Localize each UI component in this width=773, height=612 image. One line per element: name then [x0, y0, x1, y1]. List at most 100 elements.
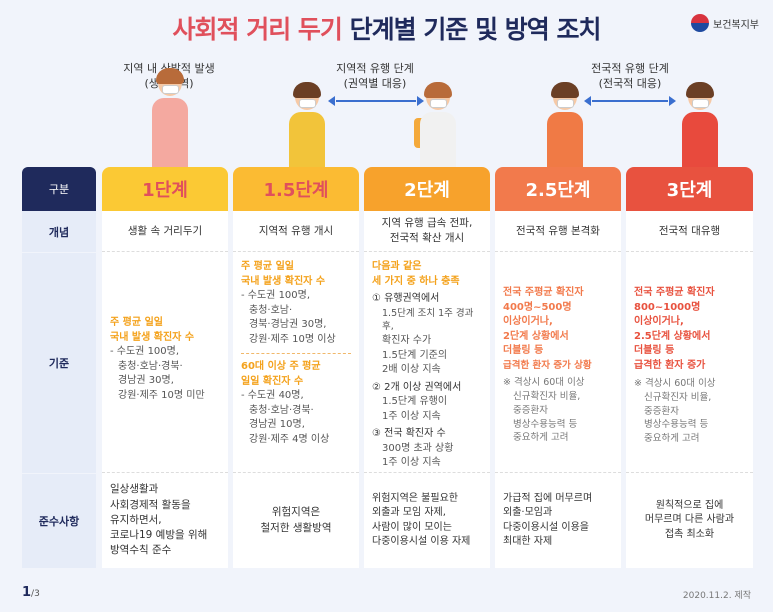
page-title: 사회적 거리 두기 단계별 기준 및 방역 조치 — [0, 10, 773, 46]
crit-line: 1.5단계 유행이 — [382, 396, 448, 408]
crit-note: 중증환자 — [513, 404, 548, 416]
title-part2: 단계별 기준 및 방역 조치 — [349, 15, 602, 44]
crit-line: 급격한 환자 증가 — [634, 359, 706, 371]
stage-rules-1-5: 위험지역은 철저한 생활방역 — [233, 473, 359, 568]
crit-line: 1주 이상 지속 — [382, 457, 441, 469]
crit-line: 60대 이상 주 평균 — [241, 361, 321, 372]
ministry-name: 보건복지부 — [713, 19, 759, 31]
stage-header-2-5: 2.5단계 — [495, 167, 621, 211]
stage-header-1-5: 1.5단계 — [233, 167, 359, 211]
rules-line: 가급적 집에 머무르며 — [503, 492, 593, 504]
label-regional-line1: 지역적 유행 단계 — [336, 62, 414, 75]
crit-line: - 수도권 100명, — [110, 346, 180, 357]
label-national: 전국적 유행 단계 (전국적 대응) — [565, 62, 695, 92]
rules-line: 철저한 생활방역 — [260, 521, 332, 534]
stage-column-2-5: 2.5단계 전국적 유행 본격화 전국 주평균 확진자 400명~500명 이상… — [495, 167, 621, 568]
stage-criteria-2-5: 전국 주평균 확진자 400명~500명 이상이거나, 2단계 상황에서 더블링… — [495, 252, 621, 473]
crit-line: 강원·제주 10명 미만 — [118, 389, 205, 401]
label-regional: 지역적 유행 단계 (권역별 대응) — [310, 62, 440, 92]
crit-line: 일일 확진자 수 — [241, 375, 304, 387]
rules-line: 다중이용시설 이용 자제 — [372, 536, 471, 547]
stage-table: 구분 개념 기준 준수사항 1단계 생활 속 거리두기 주 평균 일일 국내 발… — [22, 167, 753, 568]
crit-line: 국내 발생 확진자 수 — [110, 331, 195, 343]
stage-rules-1: 일상생활과 사회경제적 활동을 유지하면서, 코로나19 예방을 위해 방역수칙… — [102, 473, 228, 568]
crit-line: 이상이거나, — [503, 316, 553, 327]
stage-criteria-1-5: 주 평균 일일 국내 발생 확진자 수 - 수도권 100명, 충청·호남· 경… — [233, 252, 359, 473]
crit-line: 다음과 같은 — [372, 261, 422, 272]
stage-column-1: 1단계 생활 속 거리두기 주 평균 일일 국내 발생 확진자 수 - 수도권 … — [102, 167, 228, 568]
rules-line: 사람이 많이 모이는 — [372, 521, 452, 533]
crit-line: 충청·호남· — [249, 304, 293, 316]
stage-column-1-5: 1.5단계 지역적 유행 개시 주 평균 일일 국내 발생 확진자 수 - 수도… — [233, 167, 359, 568]
row-head-header: 구분 — [22, 167, 96, 211]
crit-line: - 수도권 100명, — [241, 290, 311, 301]
stage-concept-1-5: 지역적 유행 개시 — [233, 211, 359, 252]
stage-rules-2: 위험지역은 불필요한 외출과 모임 자제, 사람이 많이 모이는 다중이용시설 … — [364, 473, 490, 568]
crit-note: 신규확진자 비율, — [644, 391, 712, 403]
crit-line: 경남권 30명, — [118, 375, 174, 386]
concept-line: 지역 유행 급속 전파, — [381, 217, 473, 230]
crit-line: 경북·경남권 30명, — [249, 319, 327, 330]
crit-note: 신규확진자 비율, — [513, 391, 581, 403]
taeguk-icon — [691, 14, 709, 32]
rules-line: 접촉 최소화 — [664, 528, 715, 540]
stage-rules-2-5: 가급적 집에 머무르며 외출·모임과 다중이용시설 이용을 최대한 자제 — [495, 473, 621, 568]
rules-line: 외출·모임과 — [503, 507, 553, 518]
crit-line: - 수도권 40명, — [241, 390, 304, 401]
row-head-rules: 준수사항 — [22, 474, 96, 568]
stage-criteria-1: 주 평균 일일 국내 발생 확진자 수 - 수도권 100명, 충청·호남·경북… — [102, 252, 228, 473]
stage-concept-2: 지역 유행 급속 전파, 전국적 확산 개시 — [364, 211, 490, 252]
stage-rules-3: 원칙적으로 집에 머무르며 다른 사람과 접촉 최소화 — [626, 473, 753, 568]
crit-line: 주 평균 일일 — [110, 317, 163, 328]
page-indicator: 1/3 — [22, 585, 40, 600]
title-part1: 사회적 거리 두기 — [172, 15, 343, 44]
crit-line: 2.5단계 상황에서 — [634, 330, 711, 342]
crit-line: 강원·제주 10명 이상 — [249, 333, 336, 345]
crit-line: 충청·호남·경북· — [249, 404, 314, 416]
stage-criteria-2: 다음과 같은 세 가지 중 하나 충족 ① 유행권역에서 1.5단계 조치 1주… — [364, 252, 490, 473]
label-national-line1: 전국적 유행 단계 — [591, 62, 669, 75]
rules-line: 사회경제적 활동을 — [110, 498, 191, 511]
concept-line: 전국적 확산 개시 — [389, 232, 465, 244]
crit-line: 2배 이상 지속 — [382, 364, 441, 376]
rules-line: 최대한 자제 — [503, 536, 553, 547]
crit-line: 이상이거나, — [634, 316, 684, 327]
crit-line: 1.5단계 조치 1주 경과 후, — [382, 307, 474, 333]
rules-line: 머무르며 다른 사람과 — [644, 514, 735, 526]
stage-header-3: 3단계 — [626, 167, 753, 211]
crit-note: ※ 격상시 60대 이상 — [503, 377, 585, 389]
ministry-logo: 보건복지부 — [691, 14, 759, 32]
crit-line: 1.5단계 기준의 — [382, 349, 448, 361]
crit-line: 1주 이상 지속 — [382, 410, 441, 422]
crit-line: 세 가지 중 하나 충족 — [372, 275, 460, 287]
stage-concept-2-5: 전국적 유행 본격화 — [495, 211, 621, 252]
person-illustration-1 — [150, 68, 190, 170]
rules-line: 방역수칙 준수 — [110, 544, 172, 557]
crit-note: ※ 격상시 60대 이상 — [634, 378, 716, 389]
stage-criteria-3: 전국 주평균 확진자 800~1000명 이상이거나, 2.5단계 상황에서 더… — [626, 252, 753, 473]
label-regional-line2: (권역별 대응) — [343, 76, 407, 90]
page-number: 1 — [22, 585, 32, 600]
label-national-line2: (전국적 대응) — [598, 76, 662, 90]
rules-line: 위험지역은 — [271, 506, 321, 519]
crit-line: 더블링 등 — [634, 345, 675, 356]
crit-line: 300명 초과 상황 — [382, 442, 454, 454]
crit-note: 병상수용능력 등 — [644, 419, 709, 431]
crit-line: 충청·호남·경북· — [118, 360, 183, 372]
rules-line: 외출과 모임 자제, — [372, 507, 446, 518]
crit-line: 더블링 등 — [503, 345, 544, 356]
crit-line: 주 평균 일일 — [241, 261, 294, 272]
crit-note: 중증환자 — [644, 405, 679, 417]
crit-note: 중요하게 고려 — [513, 432, 569, 444]
person-illustration-5 — [680, 82, 720, 184]
rules-line: 일상생활과 — [110, 483, 159, 496]
crit-line: 전국 주평균 확진자 — [634, 287, 715, 298]
crit-line: 400명~500명 — [503, 301, 572, 313]
rules-line: 다중이용시설 이용을 — [503, 521, 589, 533]
rules-line: 코로나19 예방을 위해 — [110, 529, 208, 542]
stage-header-2: 2단계 — [364, 167, 490, 211]
stage-concept-3: 전국적 대유행 — [626, 211, 753, 252]
stage-header-1: 1단계 — [102, 167, 228, 211]
stage-concept-1: 생활 속 거리두기 — [102, 211, 228, 252]
rules-line: 위험지역은 불필요한 — [372, 492, 458, 504]
